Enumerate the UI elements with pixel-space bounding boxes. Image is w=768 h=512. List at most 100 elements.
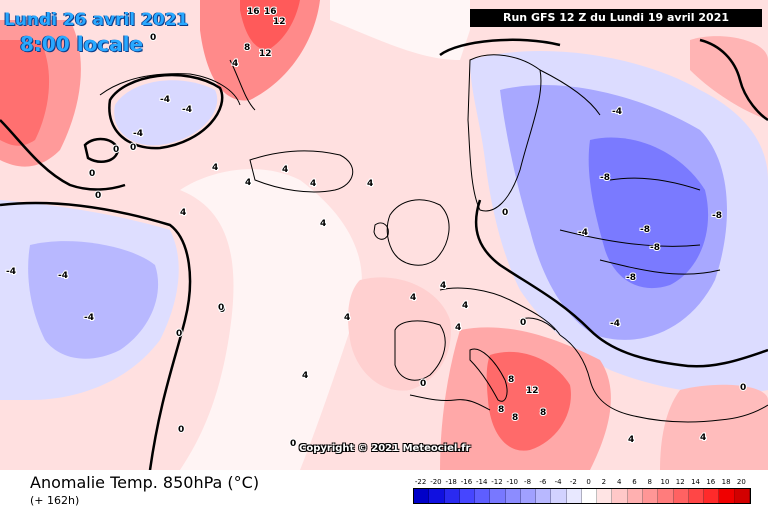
- contour-label: 4: [232, 59, 238, 69]
- legend-label: -22: [414, 478, 427, 486]
- warm-anomaly-north-core: [240, 0, 300, 50]
- legend-label: 4: [616, 478, 622, 486]
- cold-anomaly-west-core: [28, 241, 159, 359]
- contour-label: 0: [290, 439, 296, 449]
- legend-label: -4: [554, 478, 562, 486]
- contour-label: 8: [540, 408, 546, 418]
- contour-label: 4: [212, 163, 218, 173]
- legend-label: -12: [491, 478, 503, 486]
- contour-label: 0: [219, 305, 225, 315]
- neutral-anomaly-zone: [180, 169, 362, 470]
- cold-anomaly-east-core: [588, 137, 709, 289]
- legend-swatch: [627, 489, 643, 503]
- lead-time: (+ 162h): [30, 494, 80, 507]
- legend-label: -16: [460, 478, 473, 486]
- legend-swatch: [490, 489, 506, 503]
- contour-label: -8: [650, 243, 660, 253]
- forecast-time: 8:00 locale: [20, 32, 144, 56]
- legend-label: 6: [632, 478, 637, 486]
- warm-anomaly-south-core: [486, 351, 571, 451]
- contour-label: 8: [508, 375, 514, 385]
- contour-label: 4: [628, 435, 634, 445]
- legend-swatch: [612, 489, 628, 503]
- legend-swatch: [642, 489, 659, 503]
- contour-label: -8: [640, 225, 650, 235]
- legend-label: 20: [736, 478, 746, 486]
- zero-contours: [0, 38, 768, 470]
- contour-label: -8: [626, 273, 636, 283]
- legend-swatch: [459, 489, 476, 503]
- contour-label: 4: [245, 178, 251, 188]
- map-title: Anomalie Temp. 850hPa (°C): [30, 473, 260, 492]
- contour-label: 0: [89, 169, 95, 179]
- warm-anomaly-iberia: [348, 277, 451, 391]
- legend-swatch: [444, 489, 460, 503]
- contour-label: 4: [700, 433, 706, 443]
- legend-swatch: [566, 489, 582, 503]
- legend-label: 18: [721, 478, 731, 486]
- contour-label: -8: [600, 173, 610, 183]
- legend-swatch: [704, 489, 720, 503]
- contour-label: 8: [498, 405, 504, 415]
- contour-label: -8: [712, 211, 722, 221]
- contour-label: 12: [273, 17, 286, 27]
- contour-label: 4: [310, 179, 316, 189]
- contour-label: 0: [740, 383, 746, 393]
- contour-label: 4: [455, 323, 461, 333]
- contour-label: -4: [58, 271, 68, 281]
- legend-swatch: [429, 489, 445, 503]
- legend-swatch: [734, 489, 750, 503]
- contour-label: -4: [578, 228, 588, 238]
- legend-label: 8: [647, 478, 652, 486]
- legend-label: 12: [675, 478, 685, 486]
- legend-swatch: [597, 489, 613, 503]
- contour-label: -4: [160, 95, 170, 105]
- legend-swatch: [520, 489, 537, 503]
- legend-label: -8: [524, 478, 532, 486]
- contour-label: 12: [259, 49, 272, 59]
- contour-label: 0: [130, 143, 136, 153]
- legend-swatch: [658, 489, 674, 503]
- contour-label: -4: [133, 129, 143, 139]
- legend-label: -14: [476, 478, 488, 486]
- contour-label: -4: [612, 107, 622, 117]
- legend-label: -10: [506, 478, 518, 486]
- contour-label: 12: [526, 386, 539, 396]
- contour-label: -4: [610, 319, 620, 329]
- legend-label: 10: [660, 478, 670, 486]
- contour-label: 8: [512, 413, 518, 423]
- legend-labels: -22 -20 -18 -16 -14 -12 -10 -8 -6 -4 -2 0 2 4 6 8 10 12 14…: [413, 478, 753, 488]
- contour-label: 0: [95, 191, 101, 201]
- legend-swatch: [719, 489, 735, 503]
- map-footer: Anomalie Temp. 850hPa (°C) (+ 162h) -22-…: [0, 470, 768, 512]
- contour-label: 4: [367, 179, 373, 189]
- coastlines: [99, 54, 768, 423]
- neutral-anomaly-zone-north: [330, 0, 470, 60]
- contour-label: 0: [178, 425, 184, 435]
- color-legend: -22 -20 -18 -16 -14 -12 -10 -8 -6 -4 -2 0 2 4 6 8 10 12 14…: [413, 478, 753, 504]
- contour-label: 16: [247, 7, 260, 17]
- contour-label: 4: [282, 165, 288, 175]
- legend-swatch: [505, 489, 521, 503]
- legend-swatch: [581, 489, 598, 503]
- contour-label: 4: [462, 301, 468, 311]
- contour-label: 4: [320, 219, 326, 229]
- contour-label: 4: [180, 208, 186, 218]
- contour-label: 0: [520, 318, 526, 328]
- contour-label: 16: [264, 7, 277, 17]
- contour-label: 8: [244, 43, 250, 53]
- legend-swatch: [536, 489, 552, 503]
- contour-label: 0: [502, 208, 508, 218]
- copyright-notice: Copyright © 2021 Meteociel.fr: [299, 443, 471, 454]
- forecast-date: Lundi 26 avril 2021: [4, 10, 189, 30]
- contour-label: 4: [302, 371, 308, 381]
- contour-label: 0: [150, 33, 156, 43]
- legend-color-bar: [413, 488, 751, 504]
- legend-label: 2: [601, 478, 607, 486]
- cold-anomaly-greenland: [114, 80, 218, 146]
- temperature-anomaly-map: 16 16 12 12 8 4 -4 -4 -4 4 4 0 0 0 0 4 4…: [0, 0, 768, 470]
- contour-label: 0: [176, 329, 182, 339]
- legend-label: 14: [691, 478, 700, 486]
- legend-label: -2: [569, 478, 577, 486]
- legend-label: 0: [586, 478, 591, 486]
